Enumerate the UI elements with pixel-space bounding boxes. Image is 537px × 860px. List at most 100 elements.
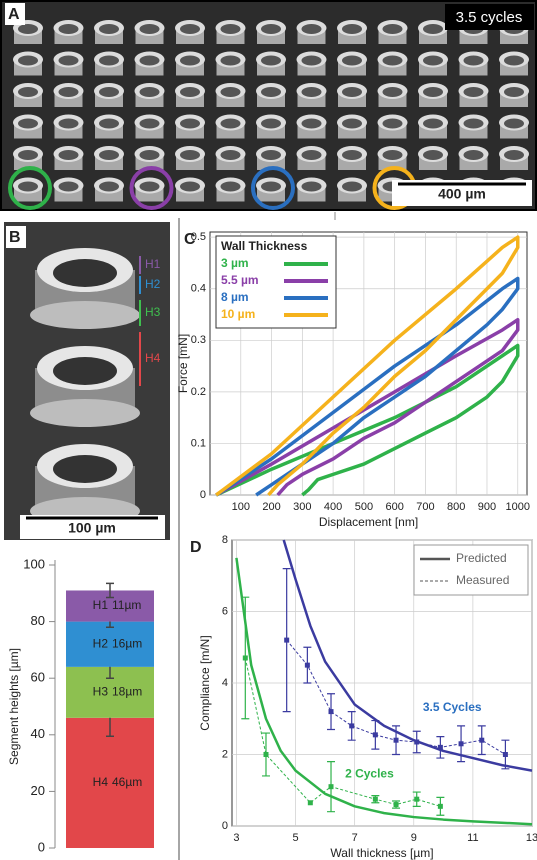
x-tick-label: 9: [411, 832, 417, 844]
tower-hole: [382, 87, 403, 97]
y-tick-label: 8: [222, 534, 228, 546]
tower-hole: [53, 259, 117, 287]
tower-hole: [18, 150, 38, 160]
tower-hole: [423, 118, 443, 129]
series-line: [235, 557, 533, 826]
tower-hole: [58, 150, 79, 160]
tower-hole: [463, 87, 484, 97]
tower-hole: [139, 118, 160, 129]
marker: [372, 796, 378, 802]
legend-label: 8 µm: [221, 290, 249, 304]
marker: [393, 737, 399, 743]
y-tick-label: 80: [31, 613, 45, 628]
y-axis-label: Compliance [m/N]: [198, 635, 212, 730]
marker: [242, 655, 248, 661]
tower-hole: [99, 150, 119, 160]
tower-hole: [382, 55, 403, 66]
x-tick-label: 7: [352, 832, 358, 844]
tower-hole: [18, 24, 38, 34]
value-label: 11µm: [112, 598, 141, 612]
x-tick-label: 400: [324, 501, 342, 513]
caption-box: [445, 4, 534, 30]
value-label: 18µm: [112, 685, 142, 699]
tower-hole: [58, 55, 79, 66]
legend-title: Wall Thickness: [221, 239, 308, 253]
tower-hole: [99, 55, 119, 66]
panel-label: C: [184, 231, 196, 248]
y-axis-label: Force [mN]: [176, 334, 190, 393]
marker: [263, 752, 269, 757]
tower-hole: [139, 181, 160, 192]
tower-hole: [99, 24, 119, 34]
tower-hole: [139, 87, 160, 97]
panel-label: D: [190, 539, 202, 556]
y-tick-label: 60: [31, 670, 45, 685]
segment-name: H3: [93, 685, 109, 699]
x-tick-label: 700: [416, 501, 434, 513]
tower-hole: [180, 87, 200, 97]
legend-label: 3 µm: [221, 256, 249, 270]
tower-hole: [180, 24, 200, 34]
panel-label: B: [9, 229, 21, 246]
y-tick-label: 2: [222, 748, 228, 760]
tower-hole: [342, 150, 362, 160]
tower-hole: [220, 87, 241, 97]
tower-hole: [301, 55, 322, 66]
y-tick-label: 0.2: [191, 386, 206, 398]
x-tick-label: 1000: [506, 501, 530, 513]
tower-hole: [139, 150, 160, 160]
tower-hole: [261, 118, 281, 129]
marker: [328, 784, 334, 790]
x-axis-label: Wall thickness [µm]: [330, 846, 433, 860]
marker: [437, 744, 443, 750]
tower-hole: [18, 87, 38, 97]
tower-hole: [180, 150, 200, 160]
y-tick-label: 0.4: [191, 283, 206, 295]
x-axis-label: Displacement [nm]: [319, 515, 418, 529]
panel-label-box: [5, 3, 25, 25]
tower-hole: [53, 455, 117, 483]
tower-hole: [301, 87, 322, 97]
legend-label: 10 µm: [221, 307, 255, 321]
tower-hole: [342, 118, 362, 129]
segment-label: H4: [145, 351, 161, 365]
tower-hole: [139, 55, 160, 66]
tower-hole: [423, 24, 443, 34]
bar-segment: [66, 621, 154, 667]
tower-hole: [382, 24, 403, 34]
series-line: [244, 657, 441, 807]
x-tick-label: 200: [262, 501, 280, 513]
tower-hole: [99, 118, 119, 129]
bar-segment: [66, 717, 154, 848]
y-tick-label: 6: [222, 605, 228, 617]
y-axis-label: Segment heights [µm]: [7, 648, 21, 765]
tower-hole: [261, 87, 281, 97]
segment-label: H3: [145, 305, 161, 319]
y-tick-label: 0.1: [191, 437, 206, 449]
value-label: 46µm: [112, 775, 142, 789]
tower-hole: [58, 118, 79, 129]
y-tick-label: 40: [31, 726, 45, 741]
tower-hole: [18, 118, 38, 129]
tower-ring: [30, 301, 140, 329]
y-tick-label: 20: [31, 783, 45, 798]
marker: [502, 752, 508, 757]
tower-hole: [382, 150, 403, 160]
marker: [414, 796, 420, 802]
series-line: [215, 276, 520, 497]
annotation: 2 Cycles: [345, 766, 394, 780]
scale-label: 100 µm: [68, 520, 116, 536]
marker: [458, 741, 464, 747]
tower-hole: [220, 55, 241, 66]
marker: [304, 662, 310, 668]
tower-hole: [463, 118, 484, 129]
tower-hole: [58, 24, 79, 34]
tower-hole: [180, 55, 200, 66]
tower-hole: [342, 181, 362, 192]
x-tick-label: 900: [478, 501, 496, 513]
marker: [393, 802, 399, 808]
legend-label: 5.5 µm: [221, 273, 259, 287]
series-line: [282, 539, 533, 772]
